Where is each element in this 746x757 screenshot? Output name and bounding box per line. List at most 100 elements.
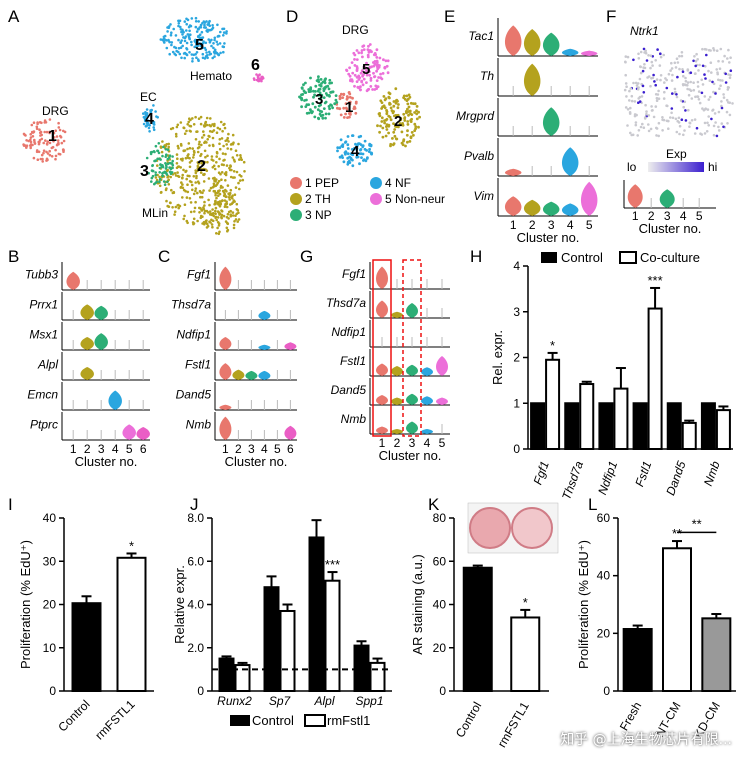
umap-point-a-6 xyxy=(218,230,221,234)
umap-point-d-1 xyxy=(378,114,382,118)
feature-point-f xyxy=(637,129,641,132)
umap-point-a-1 xyxy=(156,164,159,167)
legend-swatch-control-j xyxy=(230,715,250,726)
umap-point-a-4 xyxy=(201,52,205,56)
umap-point-d-4 xyxy=(376,67,380,71)
umap-point-d-4 xyxy=(366,55,370,59)
umap-point-a-4 xyxy=(194,20,198,23)
umap-point-a-1 xyxy=(223,158,226,162)
violin-Fstl1-cluster-5 xyxy=(436,356,448,376)
feature-point-f xyxy=(642,91,646,94)
feature-point-f xyxy=(629,87,633,90)
umap-point-a-2 xyxy=(158,171,161,174)
umap-point-d-4 xyxy=(379,72,382,76)
umap-point-a-1 xyxy=(177,203,180,207)
umap-point-a-4 xyxy=(166,30,169,33)
umap-point-d-0 xyxy=(342,93,346,96)
feature-point-f xyxy=(676,75,679,79)
umap-point-a-6 xyxy=(218,205,222,208)
violin-gene-label: Fstl1 xyxy=(185,358,211,372)
umap-point-a-1 xyxy=(186,156,190,160)
umap-point-a-2 xyxy=(155,180,158,184)
umap-point-d-0 xyxy=(338,107,342,111)
panel-d-umap: DRG 1 2 3 4 5 1 PEP 2 TH 3 NP 4 NF 5 Non-neu… xyxy=(290,23,445,222)
umap-point-a-0 xyxy=(33,140,36,144)
umap-point-d-1 xyxy=(380,116,384,120)
feature-point-f xyxy=(652,73,655,77)
umap-point-a-1 xyxy=(181,173,184,177)
umap-point-d-0 xyxy=(347,112,351,115)
umap-point-d-1 xyxy=(392,104,396,108)
umap-point-a-5 xyxy=(258,73,261,76)
ar-stained-dishes-photo xyxy=(467,502,559,554)
violin-cluster-tick: 2 xyxy=(394,436,401,450)
umap-point-d-3 xyxy=(353,147,356,151)
umap-point-d-3 xyxy=(346,143,350,147)
umap-point-d-4 xyxy=(368,73,371,77)
umap-point-a-1 xyxy=(185,177,188,181)
feature-point-f xyxy=(696,58,699,61)
umap-point-d-2 xyxy=(315,79,319,82)
umap-point-a-3 xyxy=(148,124,151,127)
umap-point-a-1 xyxy=(233,193,237,196)
feature-point-f xyxy=(680,54,684,58)
feature-point-f xyxy=(717,125,720,129)
umap-point-a-2 xyxy=(150,180,153,183)
umap-point-d-0 xyxy=(342,106,346,110)
umap-point-a-0 xyxy=(36,158,40,161)
umap-point-a-4 xyxy=(191,60,194,63)
significance-mark: *** xyxy=(325,557,340,572)
feature-point-f xyxy=(720,122,724,125)
umap-point-a-1 xyxy=(193,210,196,213)
umap-point-d-2 xyxy=(322,96,326,99)
umap-point-a-1 xyxy=(186,147,189,151)
umap-point-a-1 xyxy=(196,219,199,223)
umap-point-a-4 xyxy=(183,20,187,23)
violin-f-tick: 3 xyxy=(664,209,671,223)
violin-cluster-tick: 6 xyxy=(287,442,294,456)
umap-point-d-4 xyxy=(375,56,379,59)
feature-point-f xyxy=(639,71,643,75)
umap-point-a-1 xyxy=(217,165,220,168)
umap-point-a-1 xyxy=(190,180,193,184)
umap-point-a-0 xyxy=(32,121,36,124)
umap-point-a-4 xyxy=(205,20,208,23)
panel-letter-k: K xyxy=(428,495,440,514)
feature-point-f xyxy=(712,133,716,137)
umap-point-a-0 xyxy=(44,139,47,142)
umap-point-d-2 xyxy=(318,97,322,101)
umap-point-d-1 xyxy=(403,117,406,120)
umap-point-d-4 xyxy=(373,52,377,55)
umap-point-d-4 xyxy=(375,79,379,82)
feature-point-f xyxy=(684,79,688,83)
umap-point-a-4 xyxy=(177,22,181,25)
umap-point-a-6 xyxy=(225,226,229,230)
umap-point-a-4 xyxy=(212,50,216,54)
feature-point-f xyxy=(649,54,653,57)
umap-point-a-3 xyxy=(148,130,151,133)
umap-point-a-1 xyxy=(190,159,193,163)
significance-mark: * xyxy=(523,595,528,610)
y-axis-label: Relative expr. xyxy=(172,565,187,644)
umap-point-d-2 xyxy=(317,75,320,79)
umap-point-d-4 xyxy=(345,69,349,72)
umap-point-d-1 xyxy=(392,130,396,134)
umap-point-d-3 xyxy=(360,156,363,160)
umap-point-a-1 xyxy=(215,131,219,134)
umap-point-a-6 xyxy=(231,214,235,217)
feature-point-f xyxy=(720,100,723,103)
umap-point-d-4 xyxy=(368,70,371,73)
umap-point-a-0 xyxy=(41,160,44,163)
panel-f-gene: Ntrk1 xyxy=(630,24,659,38)
umap-point-a-0 xyxy=(62,129,65,133)
violin-gene-label: Fstl1 xyxy=(340,354,366,368)
umap-point-a-4 xyxy=(215,40,219,44)
label-hemato: Hemato xyxy=(190,69,232,83)
y-tick-label: 6.0 xyxy=(187,554,204,568)
umap-point-d-4 xyxy=(353,84,356,88)
violin-Fstl1-cluster-2 xyxy=(232,369,245,380)
umap-point-d-4 xyxy=(357,86,361,90)
umap-point-a-4 xyxy=(212,46,215,50)
umap-point-d-1 xyxy=(406,107,409,111)
umap-point-d-4 xyxy=(364,67,368,70)
